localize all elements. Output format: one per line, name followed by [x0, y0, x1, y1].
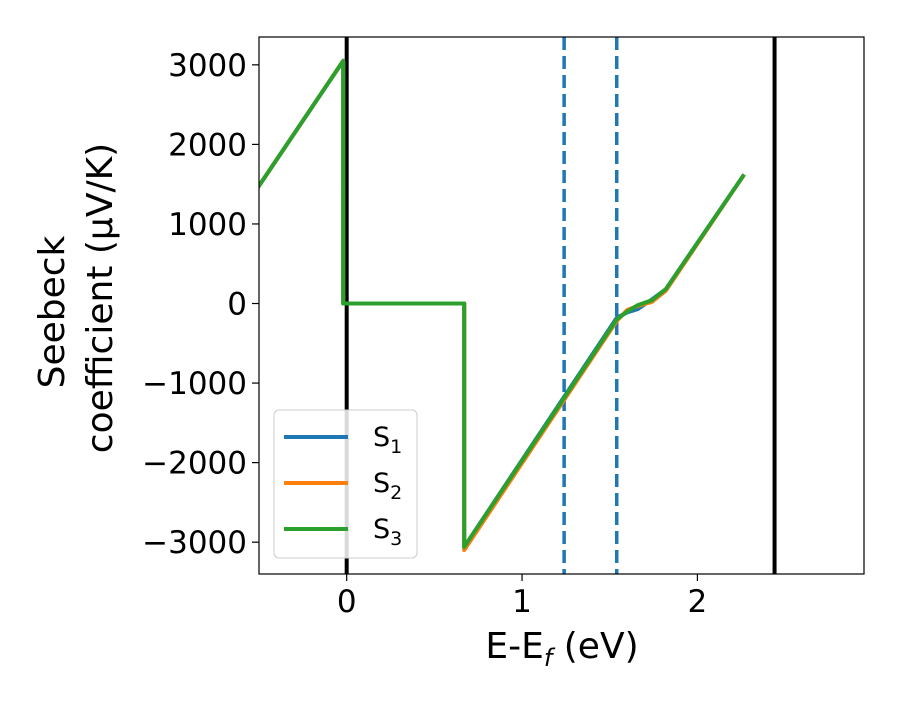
- series-line-s3: [259, 58, 746, 549]
- x-tick-label: 0: [337, 584, 357, 620]
- x-axis-ticks: 0 1 2: [337, 574, 707, 620]
- y-tick-label: 1000: [168, 207, 247, 243]
- y-tick-label: 0: [227, 287, 247, 323]
- x-axis-label: E-Ef (eV): [485, 626, 638, 672]
- y-axis-ticks: 3000 2000 1000 0 −1000 −2000 −3000: [142, 48, 259, 561]
- legend-label-s3: S3: [373, 514, 402, 550]
- y-axis-label-line1: Seebeck: [32, 235, 73, 388]
- plot-frame: [258, 36, 865, 575]
- y-axis-label-line2: coefficient (μV/K): [80, 143, 121, 453]
- x-tick-label: 1: [512, 584, 532, 620]
- y-tick-label: −3000: [142, 525, 247, 561]
- legend-entries: S1 S2 S3: [284, 422, 402, 550]
- x-tick-label: 2: [688, 584, 708, 620]
- y-tick-label: 2000: [168, 127, 247, 163]
- series-lines: [259, 58, 746, 553]
- y-tick-label: 3000: [168, 48, 247, 84]
- y-tick-label: −2000: [142, 446, 247, 482]
- legend-label-s1: S1: [373, 422, 402, 458]
- legend-label-s2: S2: [373, 468, 402, 504]
- legend: S1 S2 S3: [273, 409, 418, 559]
- y-tick-label: −1000: [142, 366, 247, 402]
